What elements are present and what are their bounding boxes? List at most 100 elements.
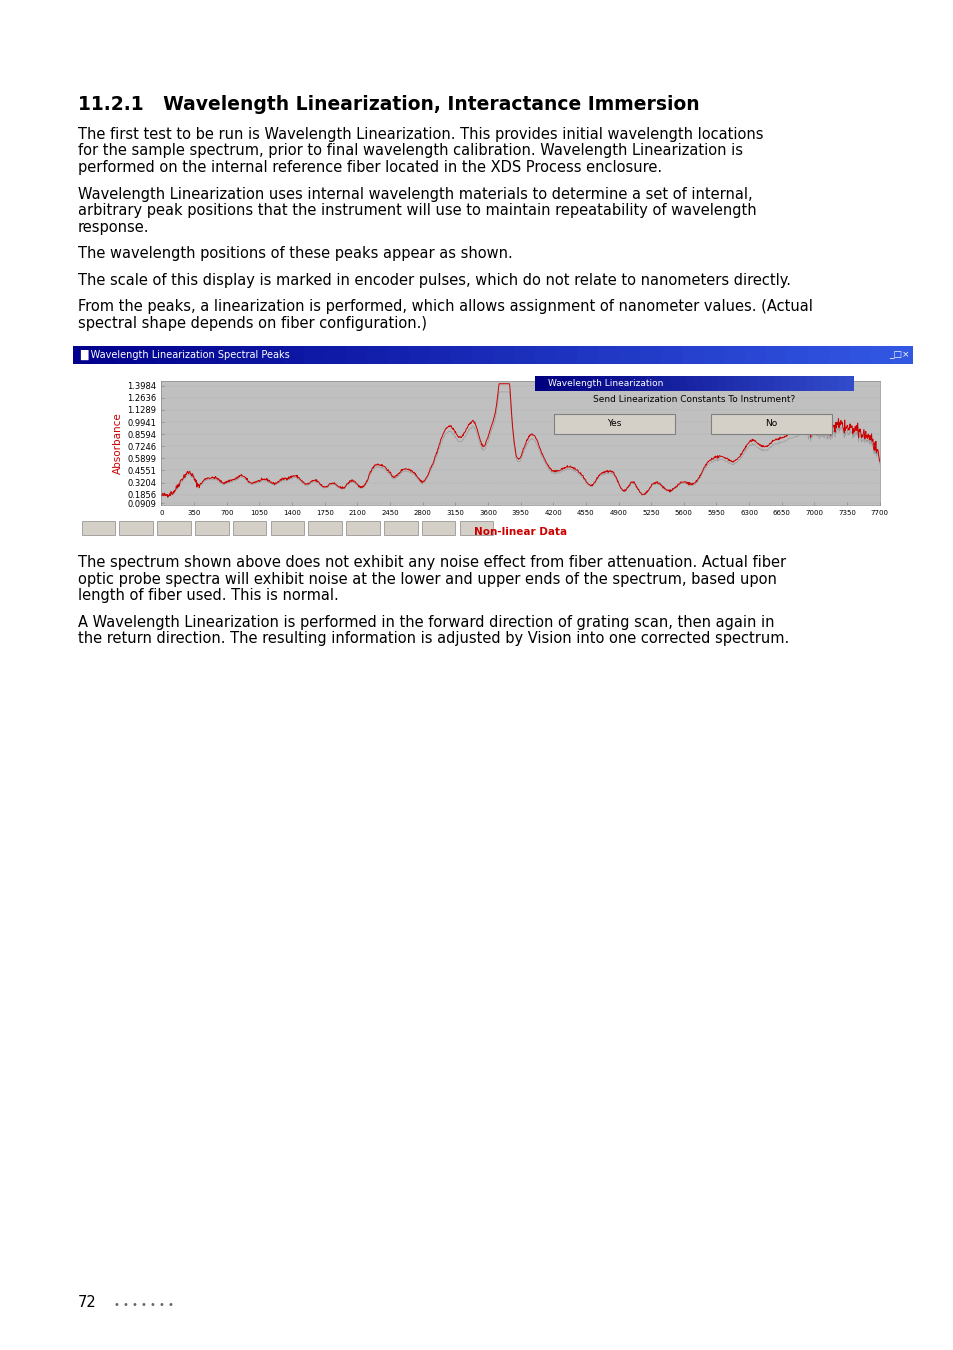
Bar: [798, 377, 805, 390]
Bar: [493, 346, 514, 365]
Bar: [409, 346, 430, 365]
Bar: [701, 377, 710, 390]
Bar: [262, 346, 283, 365]
Bar: [283, 346, 304, 365]
Text: for the sample spectrum, prior to final wavelength calibration. Wavelength Linea: for the sample spectrum, prior to final …: [78, 143, 742, 158]
Bar: [821, 377, 829, 390]
Bar: [774, 377, 781, 390]
Bar: [556, 346, 577, 365]
Bar: [765, 346, 786, 365]
Bar: [542, 377, 550, 390]
Bar: [805, 377, 814, 390]
Bar: [459, 521, 493, 535]
Text: No: No: [764, 420, 777, 428]
Bar: [472, 346, 493, 365]
Bar: [838, 377, 845, 390]
Bar: [325, 346, 346, 365]
Bar: [178, 346, 199, 365]
Text: spectral shape depends on fiber configuration.): spectral shape depends on fiber configur…: [78, 316, 427, 331]
Bar: [550, 377, 558, 390]
Bar: [870, 346, 891, 365]
Bar: [346, 346, 367, 365]
Bar: [702, 346, 723, 365]
Text: _□×: _□×: [887, 351, 908, 359]
Text: 11.2.1   Wavelength Linearization, Interactance Immersion: 11.2.1 Wavelength Linearization, Interac…: [78, 95, 699, 113]
Bar: [710, 377, 718, 390]
Bar: [598, 346, 618, 365]
Bar: [367, 346, 388, 365]
Bar: [558, 377, 566, 390]
Bar: [582, 377, 590, 390]
Text: The first test to be run is Wavelength Linearization. This provides initial wave: The first test to be run is Wavelength L…: [78, 127, 762, 142]
Text: Wavelength Linearization uses internal wavelength materials to determine a set o: Wavelength Linearization uses internal w…: [78, 186, 752, 201]
FancyBboxPatch shape: [554, 413, 675, 435]
Bar: [639, 346, 660, 365]
Text: The wavelength positions of these peaks appear as shown.: The wavelength positions of these peaks …: [78, 246, 512, 261]
Bar: [566, 377, 575, 390]
Bar: [789, 377, 798, 390]
Bar: [241, 346, 262, 365]
Text: █ Wavelength Linearization Spectral Peaks: █ Wavelength Linearization Spectral Peak…: [80, 350, 290, 360]
Bar: [598, 377, 606, 390]
Bar: [734, 377, 741, 390]
Bar: [829, 377, 838, 390]
Text: Yes: Yes: [607, 420, 621, 428]
Bar: [622, 377, 630, 390]
Bar: [845, 377, 853, 390]
Bar: [535, 377, 542, 390]
Bar: [73, 364, 75, 518]
Text: From the peaks, a linearization is performed, which allows assignment of nanomet: From the peaks, a linearization is perfo…: [78, 298, 812, 315]
Bar: [781, 377, 789, 390]
Bar: [451, 346, 472, 365]
Text: Send Linearization Constants To Instrument?: Send Linearization Constants To Instrume…: [593, 394, 795, 404]
Text: length of fiber used. This is normal.: length of fiber used. This is normal.: [78, 589, 338, 603]
Bar: [741, 377, 750, 390]
Bar: [765, 377, 774, 390]
Bar: [786, 346, 807, 365]
Bar: [686, 377, 694, 390]
Bar: [646, 377, 654, 390]
Bar: [271, 521, 304, 535]
Bar: [233, 521, 266, 535]
Bar: [384, 521, 417, 535]
Text: • • • • • • •: • • • • • • •: [114, 1300, 174, 1310]
Text: The spectrum shown above does not exhibit any noise effect from fiber attenuatio: The spectrum shown above does not exhibi…: [78, 555, 785, 570]
Bar: [535, 346, 556, 365]
Bar: [514, 346, 535, 365]
Bar: [199, 346, 220, 365]
Bar: [304, 346, 325, 365]
Bar: [723, 346, 744, 365]
Bar: [157, 346, 178, 365]
Bar: [115, 346, 136, 365]
Bar: [308, 521, 342, 535]
Bar: [662, 377, 670, 390]
Bar: [660, 346, 681, 365]
FancyBboxPatch shape: [710, 413, 831, 435]
Bar: [726, 377, 734, 390]
Bar: [618, 346, 639, 365]
Text: arbitrary peak positions that the instrument will use to maintain repeatability : arbitrary peak positions that the instru…: [78, 202, 756, 217]
Bar: [638, 377, 646, 390]
Text: response.: response.: [78, 220, 150, 235]
Bar: [73, 346, 94, 365]
Y-axis label: Absorbance: Absorbance: [113, 412, 123, 474]
Bar: [136, 346, 157, 365]
Bar: [758, 377, 765, 390]
Bar: [194, 521, 229, 535]
Bar: [614, 377, 622, 390]
Bar: [744, 346, 765, 365]
Bar: [849, 346, 870, 365]
Bar: [346, 521, 379, 535]
Bar: [891, 346, 912, 365]
Bar: [82, 521, 115, 535]
Text: Wavelength Linearization: Wavelength Linearization: [547, 379, 662, 387]
Text: performed on the internal reference fiber located in the XDS Process enclosure.: performed on the internal reference fibe…: [78, 161, 661, 176]
Bar: [654, 377, 662, 390]
Text: The scale of this display is marked in encoder pulses, which do not relate to na: The scale of this display is marked in e…: [78, 273, 790, 288]
Bar: [681, 346, 702, 365]
Bar: [388, 346, 409, 365]
Text: 72: 72: [78, 1295, 96, 1309]
Bar: [73, 364, 912, 369]
Bar: [606, 377, 614, 390]
Bar: [421, 521, 455, 535]
